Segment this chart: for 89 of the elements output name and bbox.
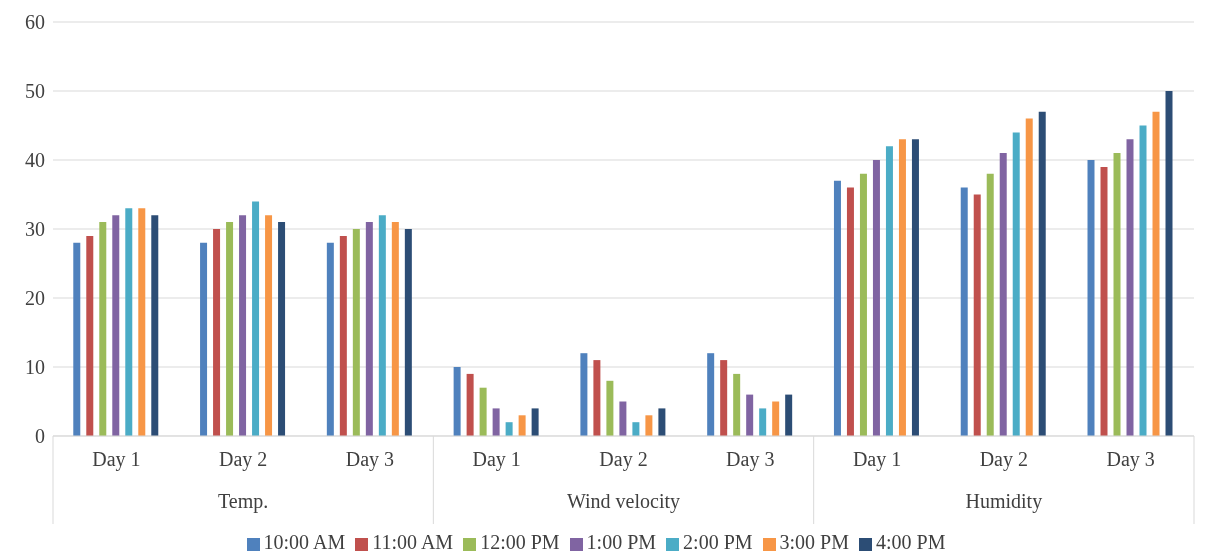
bar	[999, 153, 1007, 436]
text: Temp.	[218, 490, 269, 513]
bar	[785, 394, 793, 436]
bar	[885, 146, 893, 436]
bar	[151, 215, 159, 436]
legend-label: 12:00 PM	[480, 531, 560, 553]
legend-label: 4:00 PM	[876, 531, 946, 553]
bar	[479, 387, 487, 436]
bar	[391, 222, 399, 436]
legend-label: 11:00 AM	[372, 531, 454, 553]
bar	[1012, 132, 1020, 436]
x-tick-label: Day 1	[92, 448, 141, 471]
y-tick-label: 20	[25, 287, 45, 310]
bar	[213, 229, 221, 436]
x-tick-label: Day 3	[345, 448, 395, 471]
bar	[352, 229, 360, 436]
bar	[200, 242, 208, 436]
bar	[898, 139, 906, 436]
bar	[404, 229, 412, 436]
bar	[746, 394, 754, 436]
bar	[1038, 111, 1046, 436]
legend-label: 10:00 AM	[263, 531, 346, 553]
bar	[973, 194, 981, 436]
x-tick-label: Day 2	[219, 448, 268, 471]
bar	[505, 422, 513, 436]
bar	[632, 422, 640, 436]
bar	[86, 235, 94, 436]
y-tick-label: 50	[25, 80, 45, 103]
legend-label: 3:00 PM	[779, 531, 850, 553]
bar	[1152, 111, 1160, 436]
bar	[326, 242, 334, 436]
bar	[833, 180, 841, 436]
bar	[619, 401, 627, 436]
x-tick-label: Day 3	[726, 448, 775, 471]
y-tick-label: 30	[25, 218, 45, 241]
bar	[518, 415, 526, 436]
bar	[606, 380, 614, 436]
bar	[378, 215, 386, 436]
bar	[1126, 139, 1134, 436]
bar	[265, 215, 273, 436]
x-tick-label: Day 2	[979, 448, 1028, 471]
bar	[1087, 160, 1095, 436]
bar	[531, 408, 539, 436]
bar	[138, 208, 146, 436]
bar	[226, 222, 234, 436]
bar	[645, 415, 653, 436]
bar	[1139, 125, 1147, 436]
bar	[453, 367, 461, 436]
bar	[73, 242, 81, 436]
bar	[658, 408, 666, 436]
y-tick-label: 40	[25, 149, 45, 172]
bar	[278, 222, 286, 436]
bar	[339, 235, 347, 436]
y-tick-label: 10	[25, 356, 45, 379]
x-tick-label: Day 2	[599, 448, 648, 471]
bar	[593, 360, 601, 436]
bar	[252, 201, 260, 436]
text: Humidity	[965, 490, 1043, 513]
bar	[960, 187, 968, 436]
bar	[707, 353, 715, 436]
bar	[720, 360, 728, 436]
bar	[99, 222, 107, 436]
y-tick-label: 60	[25, 11, 45, 34]
bar	[492, 408, 500, 436]
bar	[986, 173, 994, 436]
x-tick-label: Day 1	[852, 448, 902, 471]
bar	[911, 139, 919, 436]
x-tick-label: Day 3	[1106, 448, 1155, 471]
bar	[125, 208, 133, 436]
bar	[239, 215, 247, 436]
bar	[1165, 91, 1173, 436]
legend-label: 2:00 PM	[683, 531, 753, 553]
bar	[1113, 153, 1121, 436]
bar	[1025, 118, 1033, 436]
bar	[580, 353, 588, 436]
x-tick-label: Day 1	[472, 448, 521, 471]
bar	[859, 173, 867, 436]
bar	[846, 187, 854, 436]
bar	[112, 215, 120, 436]
y-tick-label: 0	[35, 425, 45, 448]
bar	[759, 408, 767, 436]
bar	[733, 373, 741, 436]
bar	[466, 373, 474, 436]
bar	[1100, 166, 1108, 436]
text: Wind velocity	[566, 490, 681, 513]
legend-label: 1:00 PM	[586, 531, 657, 553]
bar	[872, 160, 880, 436]
bar	[772, 401, 780, 436]
bar	[365, 222, 373, 436]
